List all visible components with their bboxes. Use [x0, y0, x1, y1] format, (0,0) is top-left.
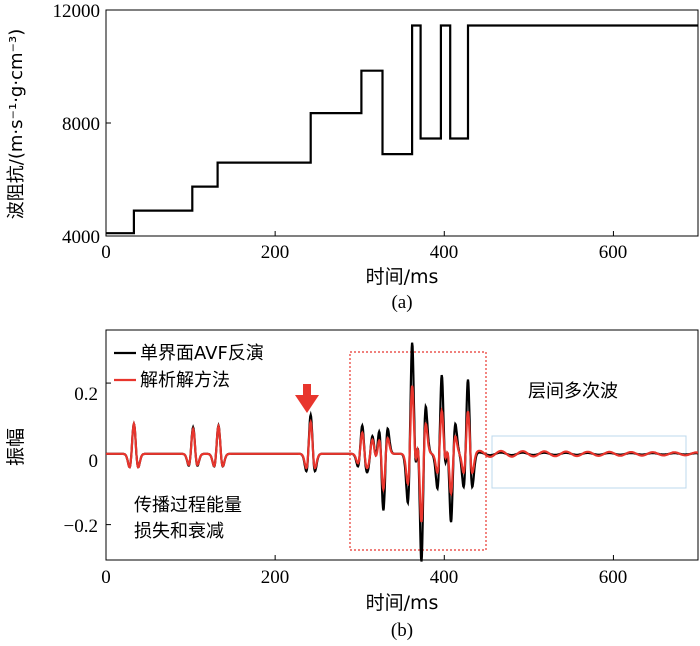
- chart-b-ytick-neg0.2: −0.2: [64, 516, 98, 537]
- chart-b: 单界面AVF反演 解析解方法 层间多次波 传播过程能量 损失和衰减 0 200 …: [5, 329, 699, 641]
- chart-a-ytick-4000: 4000: [62, 227, 100, 248]
- chart-a-xtick-600: 600: [599, 242, 628, 263]
- chart-b-xtick-200: 200: [261, 567, 290, 588]
- chart-b-ytick-0.2: 0.2: [74, 384, 98, 405]
- chart-a-xlabel: 时间/ms: [366, 266, 439, 288]
- red-arrow-icon: [295, 384, 319, 413]
- chart-b-xtick-400: 400: [430, 567, 459, 588]
- chart-a-xtick-0: 0: [101, 242, 111, 263]
- chart-b-ylabel: 振幅: [5, 428, 27, 466]
- chart-a-impedance-line: [106, 24, 698, 235]
- multiples-box: [491, 435, 687, 489]
- multiples-annotation: 层间多次波: [528, 381, 618, 402]
- legend-label-analytic: 解析解方法: [140, 370, 230, 391]
- chart-b-xlabel: 时间/ms: [366, 592, 439, 614]
- chart-b-xtick-600: 600: [599, 567, 628, 588]
- chart-b-frame: [105, 329, 699, 561]
- chart-a-xtick-200: 200: [261, 242, 290, 263]
- attenuation-annotation-line2: 损失和衰减: [134, 521, 224, 542]
- chart-a-ytick-12000: 12000: [53, 1, 101, 22]
- chart-a-ylabel: 波阻抗/(m·s⁻¹·g·cm⁻³): [6, 29, 27, 219]
- chart-a-ytick-8000: 8000: [62, 114, 100, 135]
- chart-b-xtick-0: 0: [101, 567, 111, 588]
- legend-label-avf: 单界面AVF反演: [140, 343, 264, 364]
- chart-a-panel-label: (a): [391, 292, 412, 313]
- chart-b-panel-label: (b): [391, 620, 413, 641]
- chart-a: 0 200 400 600 4000 8000 12000 时间/ms 波阻抗/…: [6, 1, 699, 313]
- reflection-box: [349, 351, 487, 551]
- chart-a-xtick-400: 400: [430, 242, 459, 263]
- chart-b-legend: 单界面AVF反演 解析解方法: [114, 343, 264, 391]
- chart-b-series-analytic: [106, 385, 698, 523]
- chart-b-ytick-0: 0: [89, 451, 99, 472]
- chart-a-frame: [105, 9, 699, 237]
- chart-a-ticks: [105, 9, 614, 237]
- attenuation-annotation-line1: 传播过程能量: [134, 495, 242, 516]
